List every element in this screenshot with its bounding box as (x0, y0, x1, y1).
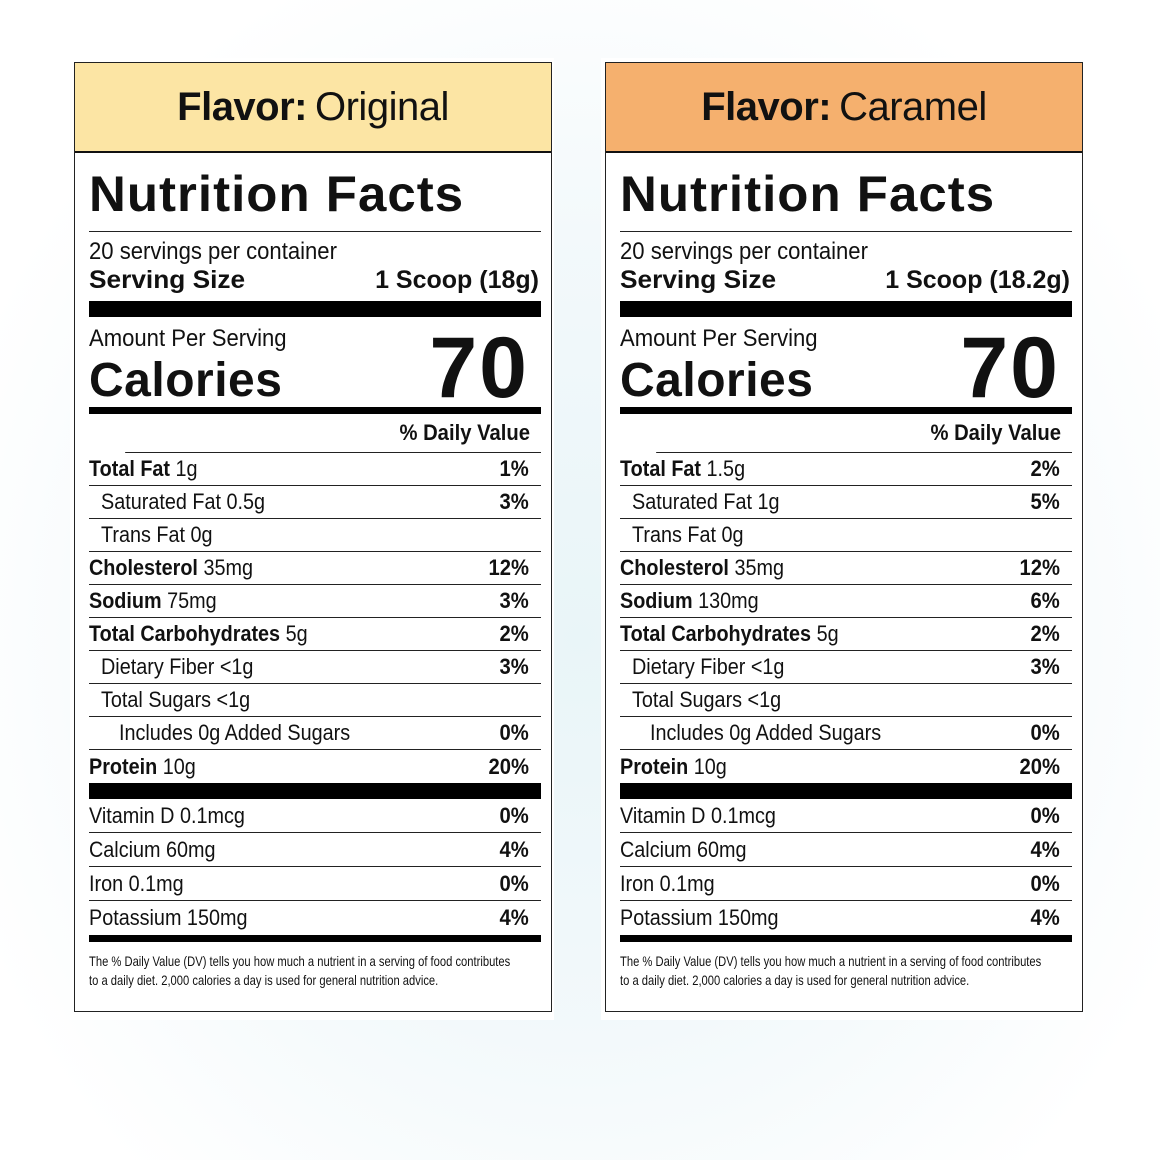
nutrient-row: Sodium 130mg 6% (620, 585, 1072, 618)
nutrient-row: Total Sugars <1g (89, 684, 541, 717)
divider (620, 231, 1072, 232)
daily-value-footnote: The % Daily Value (DV) tells you how muc… (89, 953, 511, 988)
nutrient-row: Total Fat 1g 1% (89, 453, 541, 486)
vitamin-row: Potassium 150mg 4% (89, 905, 529, 930)
amount-per-serving: Amount Per Serving (620, 325, 818, 352)
nutrient-row: Dietary Fiber <1g 3% (89, 651, 541, 684)
vitamin-row: Iron 0.1mg 0% (620, 867, 1072, 901)
nutrient-row: Saturated Fat 0.5g 3% (89, 486, 541, 519)
nutrition-facts-title: Nutrition Facts (89, 166, 465, 222)
serving-size-value: 1 Scoop (18g) (375, 266, 539, 294)
caramel-panel: Flavor: Caramel Nutrition Facts 20 servi… (601, 58, 1085, 1020)
vitamin-row: Vitamin D 0.1mcg 0% (89, 799, 541, 833)
flavor-header: Flavor: Original (75, 63, 551, 153)
nutrient-row: Cholesterol 35mg 12% (620, 552, 1072, 585)
servings-per-container: 20 servings per container (620, 238, 868, 265)
calories-label: Calories (89, 354, 283, 407)
nutrition-facts-title: Nutrition Facts (620, 166, 996, 222)
flavor-header: Flavor: Caramel (606, 63, 1082, 153)
thick-divider (89, 783, 541, 799)
nutrient-row: Total Carbohydrates 5g 2% (89, 618, 541, 651)
serving-size: Serving Size 1 Scoop (18.2g) (620, 265, 1072, 301)
vitamin-row: Calcium 60mg 4% (89, 833, 541, 867)
calories-value: 70 (960, 320, 1060, 416)
nutrition-label-caramel: Flavor: Caramel Nutrition Facts 20 servi… (605, 62, 1083, 1012)
vitamin-row: Calcium 60mg 4% (620, 833, 1072, 867)
medium-divider (89, 407, 541, 414)
vitamin-row: Vitamin D 0.1mcg 0% (620, 799, 1072, 833)
flavor-value: Caramel (839, 84, 987, 129)
serving-size-label: Serving Size (89, 266, 246, 294)
daily-value-header: % Daily Value (125, 414, 541, 453)
thick-divider (620, 783, 1072, 799)
servings-per-container: 20 servings per container (89, 238, 337, 265)
nutrient-row: Cholesterol 35mg 12% (89, 552, 541, 585)
medium-divider (89, 935, 541, 942)
flavor-key: Flavor: (701, 84, 832, 129)
flavor-value: Original (315, 84, 449, 129)
nutrient-row: Saturated Fat 1g 5% (620, 486, 1072, 519)
nutrient-row: Protein 10g 20% (89, 753, 529, 779)
daily-value-header: % Daily Value (656, 414, 1072, 453)
medium-divider (620, 935, 1072, 942)
calories-value: 70 (429, 320, 529, 416)
nutrient-row: Sodium 75mg 3% (89, 585, 541, 618)
nutrient-row: Total Carbohydrates 5g 2% (620, 618, 1072, 651)
thick-divider (89, 301, 541, 317)
nutrient-row: Includes 0g Added Sugars 0% (620, 717, 1072, 750)
nutrient-row: Trans Fat 0g (89, 519, 541, 552)
nutrient-row: Dietary Fiber <1g 3% (620, 651, 1072, 684)
daily-value-footnote: The % Daily Value (DV) tells you how muc… (620, 953, 1042, 988)
nutrient-row: Total Sugars <1g (620, 684, 1072, 717)
medium-divider (620, 407, 1072, 414)
calories-label: Calories (620, 354, 814, 407)
nutrition-label-original: Flavor: Original Nutrition Facts 20 serv… (74, 62, 552, 1012)
amount-per-serving: Amount Per Serving (89, 325, 287, 352)
nutrient-row: Trans Fat 0g (620, 519, 1072, 552)
divider (89, 231, 541, 232)
calories-block: Amount Per Serving Calories 70 (620, 317, 1072, 411)
vitamin-row: Iron 0.1mg 0% (89, 867, 541, 901)
original-panel: Flavor: Original Nutrition Facts 20 serv… (70, 58, 554, 1020)
nutrient-row: Total Fat 1.5g 2% (620, 453, 1072, 486)
flavor-key: Flavor: (177, 84, 307, 129)
serving-size-label: Serving Size (620, 266, 777, 294)
nutrient-row: Protein 10g 20% (620, 753, 1060, 779)
thick-divider (620, 301, 1072, 317)
vitamin-row: Potassium 150mg 4% (620, 905, 1060, 930)
serving-size-value: 1 Scoop (18.2g) (885, 266, 1070, 294)
serving-size: Serving Size 1 Scoop (18g) (89, 265, 541, 301)
calories-block: Amount Per Serving Calories 70 (89, 317, 541, 411)
nutrient-row: Includes 0g Added Sugars 0% (89, 717, 541, 750)
